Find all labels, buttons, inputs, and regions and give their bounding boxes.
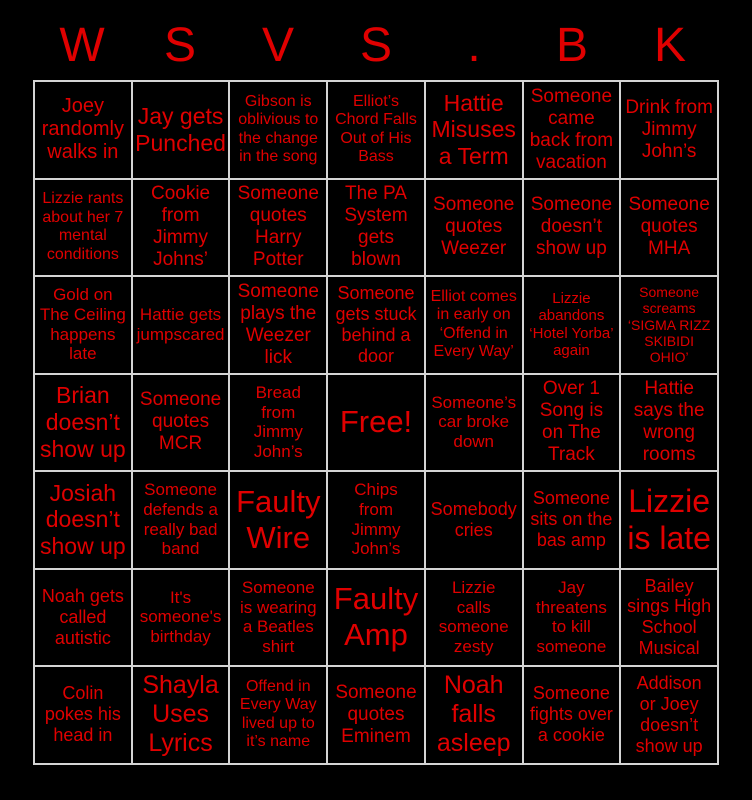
bingo-cell[interactable]: Lizzie is late <box>620 471 718 569</box>
bingo-cell[interactable]: Someone defends a really bad band <box>131 471 230 569</box>
bingo-cell[interactable]: Someone’s car broke down <box>424 373 523 471</box>
free-space-cell[interactable]: Free! <box>327 373 425 471</box>
bingo-cell[interactable]: Someone quotes Harry Potter <box>229 178 328 276</box>
bingo-cell[interactable]: Shayla Uses Lyrics <box>131 666 230 764</box>
bingo-cell[interactable]: Noah falls asleep <box>424 666 523 764</box>
bingo-cell[interactable]: Elliot’s Chord Falls Out of His Bass <box>327 81 425 179</box>
title-letter: . <box>467 19 481 72</box>
bingo-cell[interactable]: Hattie says the wrong rooms <box>620 373 718 471</box>
bingo-cell[interactable]: Someone is wearing a Beatles shirt <box>229 568 328 666</box>
bingo-cell[interactable]: Lizzie abandons ‘Hotel Yorba’ again <box>522 276 621 374</box>
bingo-cell[interactable]: Gold on The Ceiling happens late <box>34 276 132 374</box>
bingo-cell[interactable]: Someone quotes MHA <box>620 178 718 276</box>
bingo-cell[interactable]: Over 1 Song is on The Track <box>522 373 621 471</box>
bingo-grid: Joey randomly walks in Jay gets Punched Gi… <box>33 80 719 765</box>
bingo-cell[interactable]: Someone quotes Eminem <box>327 666 425 764</box>
bingo-cell[interactable]: Someone doesn’t show up <box>522 178 621 276</box>
bingo-cell[interactable]: It's someone's birthday <box>131 568 230 666</box>
bingo-cell[interactable]: Someone quotes Weezer <box>424 178 523 276</box>
bingo-cell[interactable]: Lizzie rants about her 7 mental conditio… <box>34 178 132 276</box>
bingo-cell[interactable]: Chips from Jimmy John’s <box>327 471 425 569</box>
bingo-cell[interactable]: Josiah doesn’t show up <box>34 471 132 569</box>
bingo-cell[interactable]: Faulty Amp <box>327 568 425 666</box>
bingo-cell[interactable]: Someone sits on the bas amp <box>522 471 621 569</box>
bingo-cell[interactable]: Jay threatens to kill someone <box>522 568 621 666</box>
bingo-cell[interactable]: Elliot comes in early on ‘Offend in Ever… <box>424 276 523 374</box>
bingo-card: W S V S. B K Joey randomly walks in Jay gets P… <box>33 12 719 765</box>
bingo-cell[interactable]: Lizzie calls someone zesty <box>424 568 523 666</box>
bingo-cell[interactable]: Someone fights over a cookie <box>522 666 621 764</box>
title-letter: W <box>59 19 105 72</box>
bingo-cell[interactable]: Hattie Misuses a Term <box>424 81 523 179</box>
bingo-cell[interactable]: The PA System gets blown <box>327 178 425 276</box>
title-letter: S <box>359 19 392 72</box>
bingo-cell[interactable]: Someone quotes MCR <box>131 373 230 471</box>
bingo-cell[interactable]: Drink from Jimmy John’s <box>620 81 718 179</box>
bingo-cell[interactable]: Addison or Joey doesn’t show up <box>620 666 718 764</box>
title-letter: B <box>555 19 588 72</box>
title-letter: K <box>653 19 686 72</box>
bingo-cell[interactable]: Faulty Wire <box>229 471 328 569</box>
bingo-cell[interactable]: Hattie gets jumpscared <box>131 276 230 374</box>
bingo-cell[interactable]: Someone gets stuck behind a door <box>327 276 425 374</box>
bingo-cell[interactable]: Noah gets called autistic <box>34 568 132 666</box>
bingo-cell[interactable]: Cookie from Jimmy Johns’ <box>131 178 230 276</box>
title-letter: S <box>163 19 196 72</box>
bingo-cell[interactable]: Someone plays the Weezer lick <box>229 276 328 374</box>
bingo-cell[interactable]: Brian doesn’t show up <box>34 373 132 471</box>
card-title: W S V S. B K <box>33 12 719 80</box>
title-letter: V <box>261 19 294 72</box>
bingo-cell[interactable]: Offend in Every Way lived up to it’s nam… <box>229 666 328 764</box>
bingo-cell[interactable]: Someone screams ‘SIGMA RIZZ SKIBIDI OHIO… <box>620 276 718 374</box>
bingo-cell[interactable]: Bread from Jimmy John’s <box>229 373 328 471</box>
bingo-cell[interactable]: Somebody cries <box>424 471 523 569</box>
bingo-cell[interactable]: Bailey sings High School Musical <box>620 568 718 666</box>
bingo-cell[interactable]: Joey randomly walks in <box>34 81 132 179</box>
bingo-cell[interactable]: Gibson is oblivious to the change in the… <box>229 81 328 179</box>
bingo-cell[interactable]: Colin pokes his head in <box>34 666 132 764</box>
bingo-cell[interactable]: Jay gets Punched <box>131 81 230 179</box>
bingo-cell[interactable]: Someone came back from vacation <box>522 81 621 179</box>
